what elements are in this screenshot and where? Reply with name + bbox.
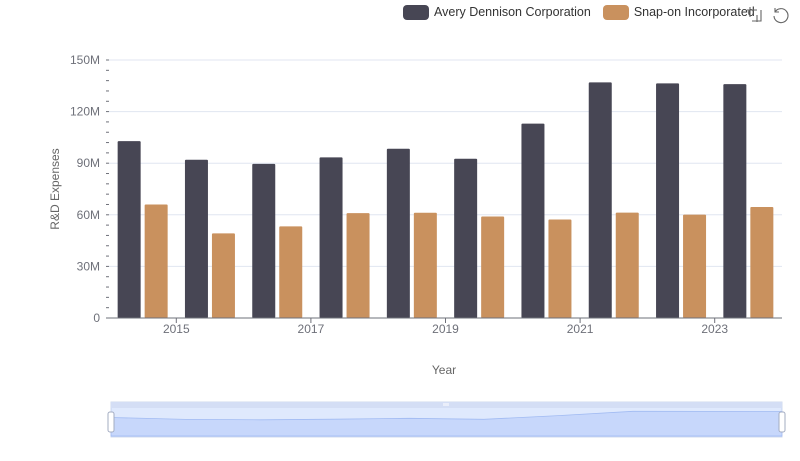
bar-snapon-2021[interactable] — [615, 212, 639, 318]
y-minor-ticks — [106, 59, 109, 319]
x-tick-label: 2019 — [432, 322, 459, 336]
bar-avery-2022[interactable] — [656, 83, 680, 318]
bar-avery-2021[interactable] — [588, 82, 612, 318]
x-tick-label: 2015 — [163, 322, 190, 336]
slider-right-handle[interactable] — [778, 411, 786, 433]
legend-swatch-avery — [403, 4, 429, 20]
y-tick-label: 150M — [70, 53, 100, 67]
bar-snapon-2023[interactable] — [750, 207, 774, 318]
y-tick-label: 0 — [93, 311, 100, 325]
x-tick-label: 2023 — [701, 322, 728, 336]
bar-avery-2023[interactable] — [723, 84, 747, 318]
bar-avery-2016[interactable] — [252, 163, 276, 318]
zoom-icon[interactable] — [746, 6, 764, 24]
x-tick-label: 2021 — [567, 322, 594, 336]
bar-snapon-2018[interactable] — [413, 212, 437, 318]
toolbox — [746, 6, 796, 24]
slider-left-handle[interactable] — [107, 411, 115, 433]
y-tick-label: 90M — [77, 156, 100, 170]
y-tick-label: 30M — [77, 259, 100, 273]
y-axis-title: R&D Expenses — [48, 148, 62, 229]
bar-avery-2014[interactable] — [117, 141, 141, 318]
legend: Avery Dennison Corporation Snap-on Incor… — [403, 3, 767, 21]
legend-item-avery[interactable]: Avery Dennison Corporation — [403, 4, 591, 20]
bar-snapon-2014[interactable] — [144, 204, 168, 318]
bar-snapon-2016[interactable] — [279, 226, 303, 318]
grid-lines — [109, 59, 782, 267]
legend-item-snapon[interactable]: Snap-on Incorporated — [602, 4, 755, 20]
y-tick-label: 120M — [70, 105, 100, 119]
x-axis-title: Year — [432, 363, 456, 377]
bars — [117, 82, 774, 318]
bar-snapon-2015[interactable] — [211, 233, 235, 318]
bar-snapon-2022[interactable] — [683, 214, 707, 318]
bar-snapon-2019[interactable] — [481, 216, 505, 318]
y-tick-label: 60M — [77, 208, 100, 222]
bar-avery-2017[interactable] — [319, 157, 343, 318]
slider-selection[interactable] — [111, 408, 782, 437]
bar-snapon-2017[interactable] — [346, 213, 370, 318]
y-tick-labels: 0 30M 60M 90M 120M 150M — [70, 53, 100, 325]
bar-snapon-2020[interactable] — [548, 219, 572, 318]
data-zoom-slider[interactable] — [107, 401, 786, 438]
x-tick-labels: 2015 2017 2019 2021 2023 — [163, 318, 728, 336]
bar-avery-2018[interactable] — [386, 148, 410, 318]
bar-avery-2020[interactable] — [521, 123, 545, 318]
legend-swatch-snapon — [602, 4, 629, 20]
x-tick-label: 2017 — [298, 322, 325, 336]
slider-center-grip[interactable] — [443, 403, 449, 406]
bar-avery-2015[interactable] — [184, 159, 208, 318]
legend-label-avery: Avery Dennison Corporation — [434, 5, 591, 19]
restore-icon[interactable] — [771, 6, 789, 24]
legend-label-snapon: Snap-on Incorporated — [633, 5, 755, 19]
bar-avery-2019[interactable] — [454, 158, 478, 318]
